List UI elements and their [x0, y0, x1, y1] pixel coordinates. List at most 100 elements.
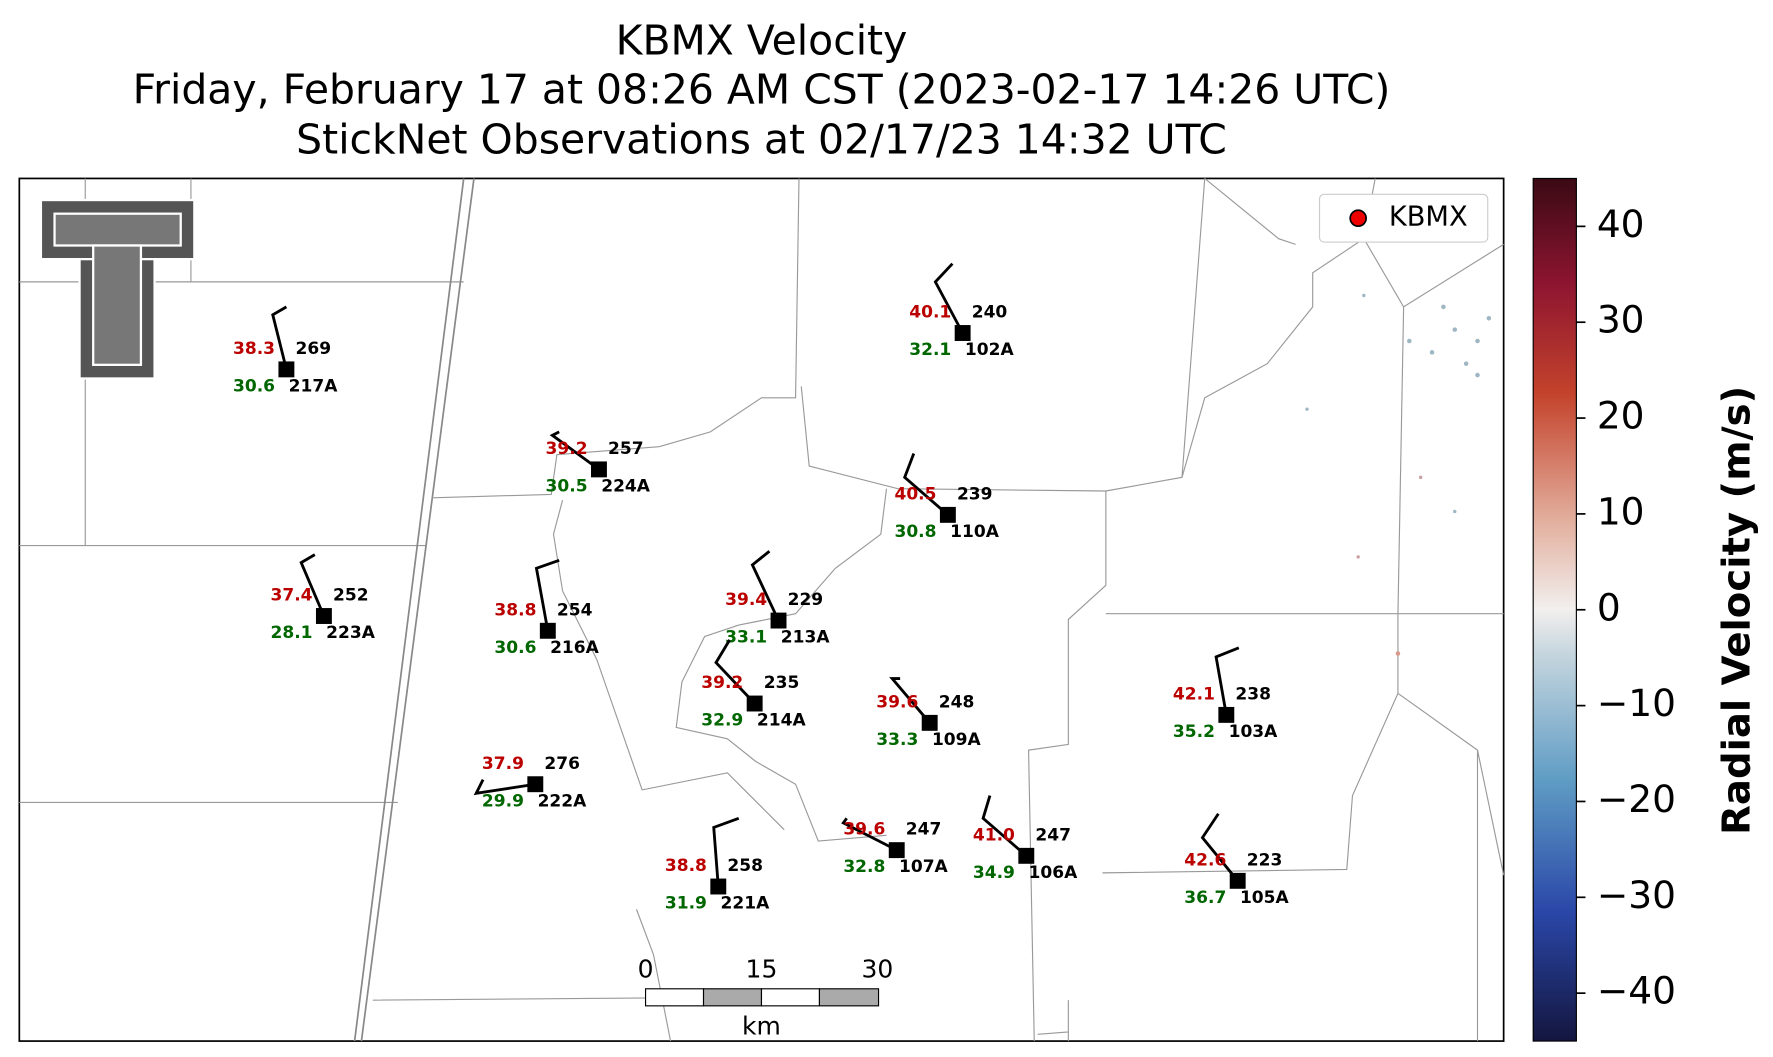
station-value: 247 — [1035, 825, 1071, 845]
colorbar-tick-label: 10 — [1597, 489, 1645, 533]
scale-bar: 0 15 30 km — [638, 954, 894, 1040]
stations: 38.3 30.6 269 217A 39.2 30.5 257 224A 37.4 28.1 25… — [233, 262, 1290, 914]
station-value: 223 — [1247, 850, 1283, 870]
wind-barb — [534, 558, 560, 632]
dewpoint: 33.3 — [876, 730, 918, 750]
scale-label: 30 — [862, 954, 894, 983]
station-id: 221A — [721, 894, 771, 914]
temperature: 39.6 — [876, 692, 918, 712]
scale-label: 0 — [638, 954, 654, 983]
wind-barb — [271, 305, 288, 370]
temperature: 38.8 — [494, 600, 536, 620]
wind-barb — [903, 452, 949, 516]
station-marker — [888, 842, 905, 859]
temperature: 37.4 — [271, 586, 313, 606]
station-marker — [1018, 847, 1035, 864]
scale-unit: km — [742, 1011, 781, 1040]
wind-barb — [712, 816, 740, 887]
scale-label: 15 — [746, 954, 778, 983]
temperature: 39.6 — [843, 820, 885, 840]
station-id: 105A — [1240, 888, 1290, 908]
station-id: 107A — [899, 857, 949, 877]
colorbar-tick-label: −20 — [1597, 777, 1676, 821]
wind-barb — [299, 553, 326, 617]
station-value: 257 — [608, 439, 644, 459]
wind-barb — [1200, 812, 1239, 882]
temperature: 40.5 — [894, 484, 936, 504]
dewpoint: 36.7 — [1184, 888, 1226, 908]
temperature: 42.6 — [1184, 850, 1226, 870]
legend-label: KBMX — [1389, 202, 1468, 233]
wind-barb — [473, 779, 536, 796]
station-value: 252 — [333, 586, 369, 606]
title: KBMX Velocity — [616, 17, 908, 65]
station-marker — [939, 506, 956, 523]
dewpoint: 30.8 — [894, 522, 936, 542]
station-id: 110A — [950, 522, 1000, 542]
temperature: 38.3 — [233, 339, 275, 359]
colorbar-label: Radial Velocity (m/s) — [1714, 386, 1759, 835]
station-marker — [539, 622, 556, 639]
temperature: 39.4 — [725, 590, 767, 610]
station-value: 258 — [727, 856, 763, 876]
temperature: 40.1 — [909, 303, 951, 323]
colorbar-tick-label: −40 — [1597, 969, 1676, 1013]
wind-barb — [750, 550, 780, 622]
dewpoint: 34.9 — [973, 863, 1015, 883]
temperature: 41.0 — [973, 825, 1015, 845]
station-marker — [591, 461, 607, 478]
dewpoint: 32.1 — [909, 340, 951, 360]
station-value: 229 — [788, 590, 824, 610]
temperature: 39.2 — [701, 673, 743, 693]
temperature: 39.2 — [546, 439, 588, 459]
station-id: 103A — [1229, 722, 1279, 742]
station-marker — [1218, 706, 1235, 723]
subtitle: StickNet Observations at 02/17/23 14:32 … — [296, 115, 1227, 163]
station-value: 238 — [1235, 684, 1271, 704]
dewpoint: 35.2 — [1173, 722, 1215, 742]
station-value: 239 — [957, 484, 993, 504]
station-value: 240 — [972, 303, 1008, 323]
wind-barb — [714, 639, 756, 705]
station-marker — [315, 608, 332, 624]
wind-barb — [889, 677, 931, 724]
station-id: 223A — [326, 623, 376, 643]
wind-barb — [549, 430, 600, 471]
colorbar-tick-label: 40 — [1597, 202, 1645, 246]
subtitle: Friday, February 17 at 08:26 AM CST (202… — [133, 65, 1391, 113]
temperature: 38.8 — [665, 856, 707, 876]
station-value: 269 — [295, 339, 331, 359]
station-marker — [770, 612, 787, 629]
dewpoint: 30.6 — [494, 638, 536, 658]
map-area — [18, 177, 1505, 1042]
station-id: 213A — [781, 628, 831, 648]
wind-barb — [841, 817, 898, 852]
wind-barb — [1214, 646, 1240, 716]
station-value: 247 — [906, 820, 942, 840]
dewpoint: 28.1 — [271, 623, 313, 643]
station-id: 106A — [1029, 863, 1079, 883]
station-marker — [746, 695, 763, 712]
dewpoint: 31.9 — [665, 894, 707, 914]
dewpoint: 32.8 — [843, 857, 885, 877]
dewpoint: 30.5 — [546, 476, 588, 496]
station-marker — [527, 776, 544, 793]
station-id: 216A — [550, 638, 600, 658]
dewpoint: 33.1 — [725, 628, 767, 648]
station-id: 217A — [289, 376, 339, 396]
station-id: 102A — [965, 340, 1015, 360]
colorbar-tick-label: −10 — [1597, 681, 1676, 725]
dewpoint: 30.6 — [233, 376, 275, 396]
colorbar-tick-label: −30 — [1597, 873, 1676, 917]
temperature: 37.9 — [482, 754, 524, 774]
station-marker — [954, 325, 971, 341]
station-marker — [278, 361, 295, 378]
colorbar-tick-label: 0 — [1597, 585, 1621, 629]
station-value: 254 — [557, 600, 593, 620]
station-value: 248 — [939, 692, 975, 712]
dewpoint: 29.9 — [482, 791, 524, 811]
station-id: 224A — [601, 476, 651, 496]
station-marker — [1229, 872, 1246, 889]
station-marker — [921, 714, 938, 731]
